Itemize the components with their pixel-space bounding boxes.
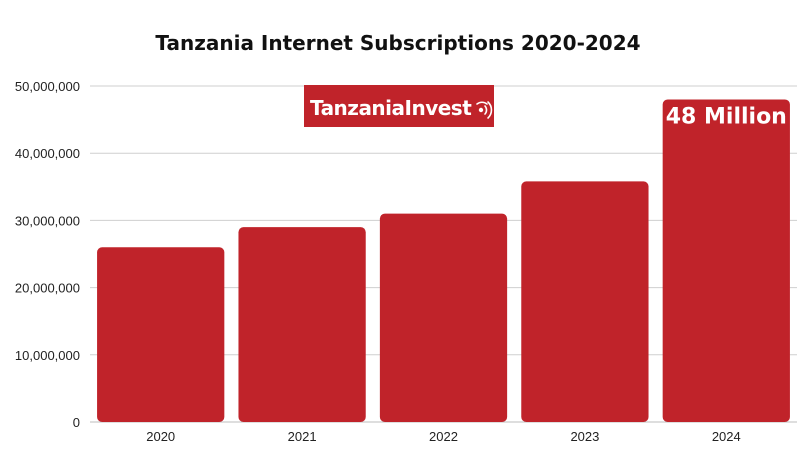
signal-icon	[476, 101, 493, 119]
x-tick-label: 2023	[570, 429, 599, 444]
bar-2022	[379, 213, 508, 422]
y-tick-label: 50,000,000	[15, 79, 80, 94]
x-tick-label: 2024	[712, 429, 741, 444]
y-tick-label: 40,000,000	[15, 146, 80, 161]
tanzaniainvest-logo: TanzaniaInvest	[304, 85, 494, 127]
y-tick-label: 10,000,000	[15, 348, 80, 363]
bar-2023	[521, 181, 649, 422]
x-axis-ticks: 2020 2021 2022 2023 2024	[146, 429, 741, 444]
y-axis-ticks: 0 10,000,000 20,000,000 30,000,000 40,000,00…	[15, 79, 80, 430]
bar-annotation-2024: 48 Million	[666, 104, 787, 129]
chart-title: Tanzania Internet Subscriptions 2020-202…	[155, 31, 640, 55]
x-tick-label: 2020	[146, 429, 175, 444]
x-tick-label: 2021	[288, 429, 317, 444]
logo-text: TanzaniaInvest	[310, 96, 472, 120]
y-tick-label: 20,000,000	[15, 281, 80, 296]
bar-2021	[238, 227, 366, 422]
bar-2020	[97, 247, 225, 422]
bar-2024	[662, 99, 790, 422]
bars	[97, 99, 790, 422]
y-tick-label: 30,000,000	[15, 213, 80, 228]
y-tick-label: 0	[73, 415, 80, 430]
x-tick-label: 2022	[429, 429, 458, 444]
logo-background	[304, 85, 494, 127]
